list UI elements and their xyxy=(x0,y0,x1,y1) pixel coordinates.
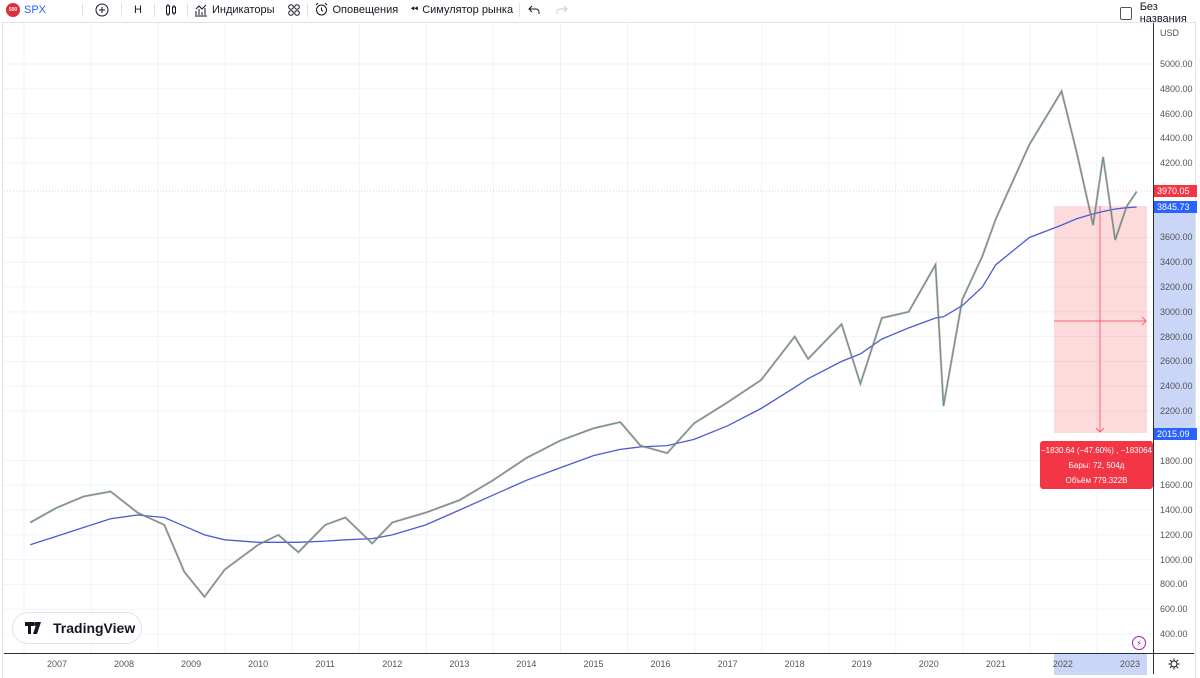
price-tick-label: 3000.00 xyxy=(1160,306,1193,317)
price-series xyxy=(29,89,1138,598)
grid-icon xyxy=(287,3,300,16)
currency-label: USD xyxy=(1160,28,1180,38)
price-tick-label: 4600.00 xyxy=(1160,108,1193,119)
alarm-clock-icon xyxy=(315,2,327,16)
alerts-button[interactable]: Оповещения xyxy=(308,0,405,19)
time-tick-label: 2013 xyxy=(449,659,470,669)
time-tick-label: 2019 xyxy=(851,659,872,669)
interval-button[interactable]: Н xyxy=(122,0,154,19)
price-tick-label: 3400.00 xyxy=(1160,257,1193,268)
symbol-label: SPX xyxy=(24,3,47,16)
redo-icon xyxy=(556,5,568,14)
redo-button[interactable] xyxy=(548,0,576,19)
time-tick-label: 2010 xyxy=(248,659,269,669)
price-tick-label: 1200.00 xyxy=(1160,529,1193,540)
layout-checkbox[interactable] xyxy=(1120,6,1132,20)
toolbar: 500 SPX Н Индикаторы Оповещения ⏪︎ Симул… xyxy=(0,0,1200,19)
undo-button[interactable] xyxy=(520,0,548,19)
time-tick-label: 2023 xyxy=(1119,659,1140,669)
time-tick-label: 2021 xyxy=(985,659,1006,669)
ma-value-tag: 3845.73 xyxy=(1154,201,1197,213)
price-chart xyxy=(4,23,1153,653)
time-range-highlight xyxy=(1054,654,1147,675)
time-tick-label: 2022 xyxy=(1052,659,1073,669)
price-tick-label: 600.00 xyxy=(1160,604,1188,615)
price-tick-label: 4200.00 xyxy=(1160,158,1193,169)
indicators-label: Индикаторы xyxy=(211,3,275,16)
measure-change: −1830.64 (−47.60%) , −183064 xyxy=(1041,446,1152,455)
candles-icon xyxy=(165,3,176,16)
indicators-button[interactable]: Индикаторы xyxy=(188,0,281,19)
divider xyxy=(186,2,188,17)
measure-tooltip: −1830.64 (−47.60%) , −183064 Бары: 72, 5… xyxy=(1040,441,1153,489)
undo-icon xyxy=(528,5,540,14)
price-tick-label: 4800.00 xyxy=(1160,83,1193,94)
divider xyxy=(82,2,84,17)
plus-circle-icon xyxy=(95,3,109,16)
price-tick-label: 1800.00 xyxy=(1160,455,1193,466)
moving-average-line xyxy=(29,206,1137,546)
divider xyxy=(153,2,155,17)
price-tick-label: 3600.00 xyxy=(1160,232,1193,243)
indicators-icon xyxy=(194,4,207,16)
price-tick-label: 3200.00 xyxy=(1160,282,1193,293)
divider xyxy=(519,2,521,17)
layouts-button[interactable] xyxy=(281,0,307,19)
price-series-red xyxy=(29,88,1138,599)
time-tick-label: 2014 xyxy=(516,659,537,669)
gear-icon xyxy=(1168,658,1180,670)
time-tick-label: 2008 xyxy=(114,659,135,669)
grid-lines xyxy=(4,23,1153,653)
time-tick-label: 2018 xyxy=(784,659,805,669)
rewind-icon: ⏪︎ xyxy=(410,4,419,15)
time-tick-label: 2009 xyxy=(181,659,202,669)
price-tick-label: 4400.00 xyxy=(1160,133,1193,144)
price-tick-label: 1600.00 xyxy=(1160,480,1193,491)
price-tick-label: 2800.00 xyxy=(1160,331,1193,342)
time-tick-label: 2016 xyxy=(650,659,671,669)
price-tick-label: 2400.00 xyxy=(1160,381,1193,392)
time-axis[interactable]: 2007 2008 2009 2010 2011 2012 2013 2014 2015 2016… xyxy=(4,653,1153,675)
price-range-highlight xyxy=(1154,206,1195,433)
price-tick-label: 400.00 xyxy=(1160,628,1188,639)
lightning-icon[interactable]: ⚡︎ xyxy=(1132,636,1146,650)
interval-label: Н xyxy=(134,3,142,16)
alerts-label: Оповещения xyxy=(332,3,399,16)
chart-settings-button[interactable] xyxy=(1153,653,1194,674)
price-tick-label: 2600.00 xyxy=(1160,356,1193,367)
compare-button[interactable] xyxy=(83,0,121,19)
price-tick-label: 2200.00 xyxy=(1160,405,1193,416)
price-range-arrow-down xyxy=(1095,427,1105,433)
last-price-tag: 3970.05 xyxy=(1154,185,1197,197)
divider xyxy=(306,2,308,17)
symbol-logo-icon: 500 xyxy=(6,2,20,17)
time-tick-label: 2020 xyxy=(918,659,939,669)
time-tick-label: 2011 xyxy=(315,659,335,669)
range-low-tag: 2015.09 xyxy=(1154,428,1197,440)
replay-label: Симулятор рынка xyxy=(422,3,514,16)
price-tick-label: 5000.00 xyxy=(1160,59,1193,69)
time-tick-label: 2012 xyxy=(382,659,403,669)
measure-bars: Бары: 72, 504д xyxy=(1068,461,1125,470)
price-tick-label: 1000.00 xyxy=(1160,554,1193,565)
chart-pane[interactable] xyxy=(4,23,1153,653)
price-tick-label: 1400.00 xyxy=(1160,505,1193,516)
replay-button[interactable]: ⏪︎ Симулятор рынка xyxy=(404,0,519,19)
price-axis[interactable]: USD 5000.00 4800.00 4600.00 4400.00 4200.00 3… xyxy=(1153,23,1197,653)
time-tick-label: 2007 xyxy=(46,659,68,669)
chart-frame xyxy=(2,22,1196,678)
price-tick-label: 800.00 xyxy=(1160,579,1188,590)
time-tick-label: 2017 xyxy=(717,659,738,669)
symbol-search-button[interactable]: 500 SPX xyxy=(0,0,52,19)
divider xyxy=(121,2,123,17)
measure-volume: Объём 779.322B xyxy=(1065,476,1128,485)
time-tick-label: 2015 xyxy=(583,659,604,669)
tradingview-logo[interactable]: TradingView xyxy=(12,612,142,644)
chart-type-button[interactable] xyxy=(155,0,187,19)
price-range-arrow-right xyxy=(1141,316,1147,326)
logo-text: TradingView xyxy=(53,620,136,636)
tradingview-logo-icon xyxy=(25,622,41,634)
